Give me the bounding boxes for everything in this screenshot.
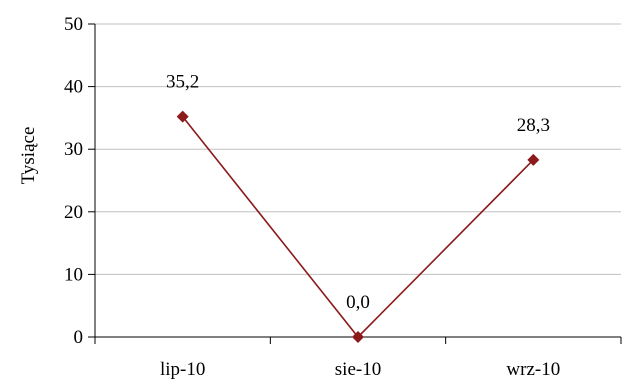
x-tick-label: lip-10: [160, 359, 205, 380]
y-tick-labels: 0 10 20 30 40 50: [64, 14, 95, 348]
y-tick-label: 30: [64, 139, 83, 160]
y-tick-label: 40: [64, 77, 83, 98]
x-tick-label: sie-10: [335, 359, 381, 380]
y-tick-label: 10: [64, 264, 83, 285]
y-axis-title: Tysiące: [18, 127, 39, 185]
data-label: 35,2: [166, 72, 199, 93]
x-tick-labels: lip-10 sie-10 wrz-10: [94, 337, 622, 380]
data-point-marker: [527, 153, 540, 166]
data-labels: 35,2 0,0 28,3: [166, 72, 550, 313]
y-tick-label: 20: [64, 202, 83, 223]
data-point-marker: [352, 331, 364, 343]
series-line: [176, 110, 540, 343]
y-tick-label: 50: [64, 14, 83, 35]
data-label: 0,0: [346, 292, 370, 313]
y-tick-label: 0: [74, 327, 84, 348]
grid-lines: [95, 23, 621, 275]
data-point-marker: [176, 110, 189, 123]
x-tick-label: wrz-10: [506, 359, 560, 380]
data-label: 28,3: [517, 115, 550, 136]
